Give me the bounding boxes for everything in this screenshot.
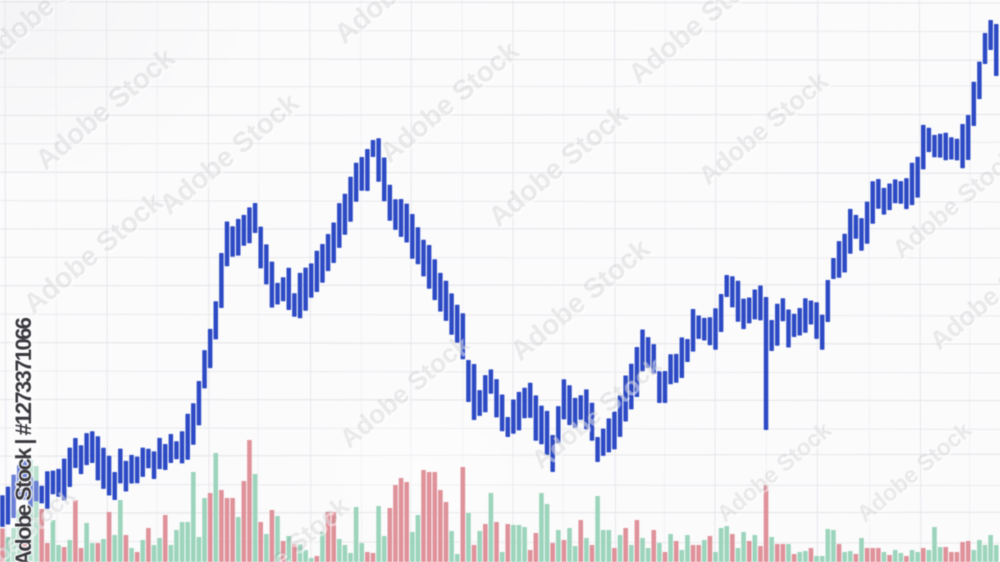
svg-text:Adobe Stock | #1273371066: Adobe Stock | #1273371066: [11, 317, 36, 562]
